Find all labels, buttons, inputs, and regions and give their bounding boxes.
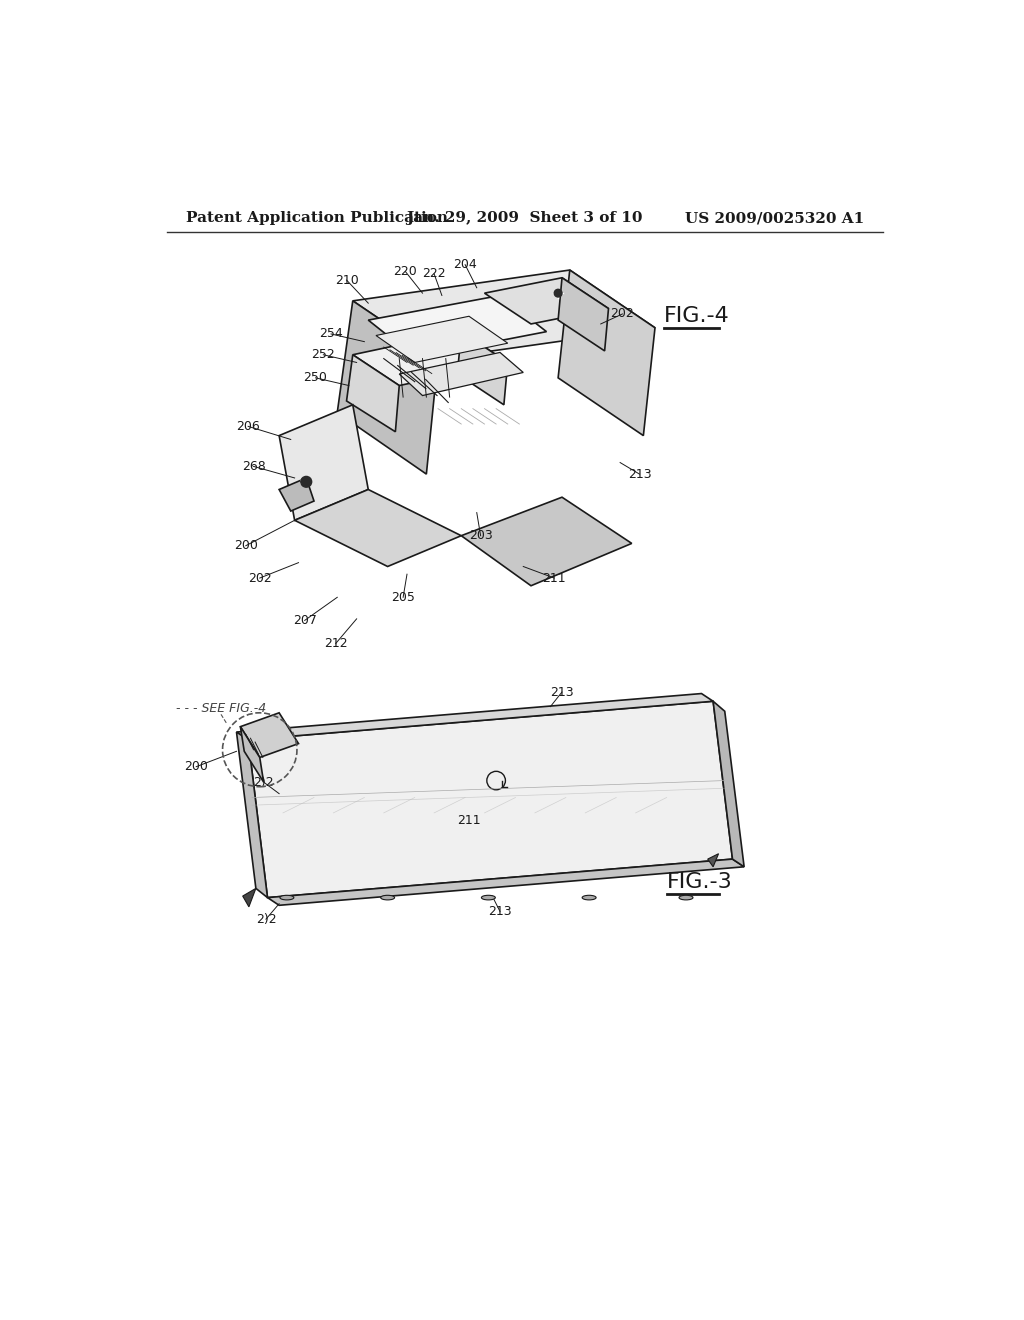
Text: 207: 207	[293, 614, 316, 627]
Text: 210: 210	[335, 273, 358, 286]
Circle shape	[554, 289, 562, 297]
Text: 2)2: 2)2	[256, 912, 276, 925]
Polygon shape	[295, 490, 461, 566]
Text: 202: 202	[248, 572, 271, 585]
Ellipse shape	[583, 895, 596, 900]
Polygon shape	[458, 331, 508, 405]
Text: 212: 212	[324, 638, 347, 649]
Polygon shape	[558, 277, 608, 351]
Ellipse shape	[679, 895, 693, 900]
Polygon shape	[346, 355, 399, 432]
Ellipse shape	[381, 895, 394, 900]
Polygon shape	[280, 478, 314, 511]
Text: 2)2: 2)2	[253, 776, 274, 788]
Text: FIG.-4: FIG.-4	[665, 306, 730, 326]
Text: 211: 211	[457, 814, 481, 828]
Text: 250: 250	[303, 371, 328, 384]
Polygon shape	[237, 733, 267, 898]
Polygon shape	[376, 317, 508, 363]
Ellipse shape	[481, 895, 496, 900]
Polygon shape	[369, 296, 547, 358]
Polygon shape	[241, 726, 263, 781]
Text: 200: 200	[233, 539, 258, 552]
Text: Patent Application Publication: Patent Application Publication	[186, 211, 449, 226]
Polygon shape	[248, 701, 732, 898]
Text: 254: 254	[319, 327, 343, 341]
Polygon shape	[558, 271, 655, 436]
Polygon shape	[237, 693, 713, 739]
Text: 222: 222	[422, 268, 445, 280]
Polygon shape	[484, 277, 608, 323]
Polygon shape	[708, 854, 719, 867]
Polygon shape	[267, 859, 744, 906]
Text: 200: 200	[184, 760, 208, 774]
Text: 203: 203	[469, 529, 493, 543]
Text: 202: 202	[610, 308, 634, 321]
Text: 204: 204	[454, 259, 477, 271]
Polygon shape	[461, 498, 632, 586]
Polygon shape	[713, 701, 744, 867]
Text: - - - SEE FIG.-4: - - - SEE FIG.-4	[176, 702, 266, 715]
Text: 211: 211	[543, 572, 566, 585]
Polygon shape	[352, 331, 508, 385]
Polygon shape	[352, 271, 655, 359]
Text: 220: 220	[393, 265, 418, 279]
Text: 213: 213	[488, 906, 512, 917]
Polygon shape	[243, 888, 256, 907]
Text: FIG.-3: FIG.-3	[667, 873, 732, 892]
Text: 268: 268	[242, 459, 265, 473]
Text: Jan. 29, 2009  Sheet 3 of 10: Jan. 29, 2009 Sheet 3 of 10	[407, 211, 643, 226]
Circle shape	[301, 477, 311, 487]
Text: 206: 206	[237, 420, 260, 433]
Polygon shape	[399, 352, 523, 396]
Ellipse shape	[280, 895, 294, 900]
Polygon shape	[280, 405, 369, 520]
Text: 213: 213	[550, 685, 573, 698]
Polygon shape	[337, 301, 438, 474]
Text: 213: 213	[628, 467, 651, 480]
Text: US 2009/0025320 A1: US 2009/0025320 A1	[685, 211, 864, 226]
Text: 252: 252	[311, 348, 335, 362]
Text: 205: 205	[391, 591, 415, 603]
Polygon shape	[241, 713, 299, 758]
